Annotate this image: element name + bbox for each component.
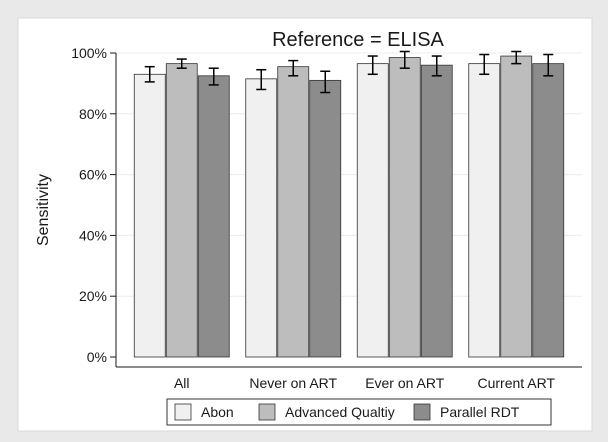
legend: Abon Advanced Qualtiy Parallel RDT xyxy=(166,398,552,426)
legend-label: Abon xyxy=(201,404,234,420)
error-bars xyxy=(144,50,554,94)
bar xyxy=(356,63,389,358)
x-tick-label: Never on ART xyxy=(249,375,337,391)
chart-title: Reference = ELISA xyxy=(272,29,444,51)
bar xyxy=(388,57,421,358)
bar xyxy=(197,75,230,358)
bar xyxy=(468,63,501,358)
legend-swatch xyxy=(174,403,192,421)
bar xyxy=(133,73,166,358)
y-tick-label: 0% xyxy=(87,349,107,365)
bars xyxy=(133,55,565,358)
bar xyxy=(165,63,198,358)
bar xyxy=(500,55,533,358)
y-tick-label: 20% xyxy=(79,288,107,304)
bar xyxy=(277,66,310,358)
y-axis-label: Sensitivity xyxy=(35,174,52,246)
legend-swatch xyxy=(258,403,276,421)
x-tick-label: All xyxy=(174,375,190,391)
bar xyxy=(420,64,453,358)
legend-swatch xyxy=(413,403,431,421)
y-tick-label: 80% xyxy=(79,106,107,122)
y-tick-label: 40% xyxy=(79,227,107,243)
bar xyxy=(532,63,565,358)
bar xyxy=(245,78,278,358)
x-tick-label: Current ART xyxy=(477,375,555,391)
y-tick-label: 100% xyxy=(71,45,107,61)
legend-label: Advanced Qualtiy xyxy=(285,404,395,420)
bar xyxy=(309,79,342,358)
y-tick-label: 60% xyxy=(79,167,107,183)
legend-box xyxy=(166,398,552,426)
x-tick-label: Ever on ART xyxy=(365,375,445,391)
axes: 0% 20% 40% 60% 80% 100% All Never on ART Ever on… xyxy=(71,45,582,391)
legend-label: Parallel RDT xyxy=(440,404,520,420)
